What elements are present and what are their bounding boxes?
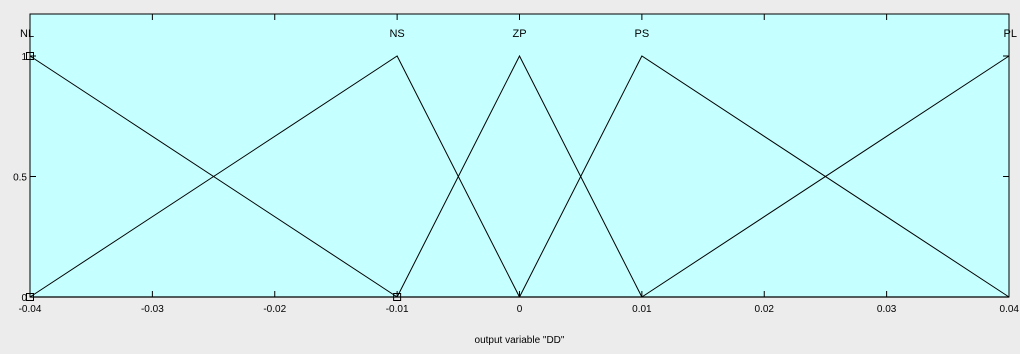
x-tick-label: 0.03 [877,304,897,315]
series-line-pl[interactable] [641,55,1010,298]
series-line-ns[interactable] [29,55,520,298]
x-tick-label: 0.04 [1000,304,1020,315]
x-tick-label: 0.02 [755,304,775,315]
x-tick-label: -0.04 [19,304,42,315]
y-axis: 00.51 [13,52,1009,304]
series-label-ns: NS [389,28,404,40]
x-axis-label: output variable "DD" [475,335,565,346]
x-tick-label: 0.01 [632,304,652,315]
y-tick-label: 1 [21,52,27,63]
x-tick-label: -0.03 [141,304,164,315]
series-label-pl: PL [1004,28,1017,40]
series-layer [29,54,1010,298]
series-label-nl: NL [20,28,34,40]
plot-frame [29,13,1010,298]
x-tick-label: -0.01 [386,304,409,315]
series-label-ps: PS [635,28,650,40]
series-line-ps[interactable] [519,55,1010,298]
x-tick-label: 0 [517,304,523,315]
plot-area[interactable] [30,14,1009,297]
series-label-zp: ZP [512,28,526,40]
series-label-layer: NL NS ZP PS PL [20,28,1017,40]
series-line-zp[interactable] [396,54,643,298]
x-tick-label: -0.02 [263,304,286,315]
y-tick-label: 0 [21,293,27,304]
y-tick-label: 0.5 [13,173,27,184]
